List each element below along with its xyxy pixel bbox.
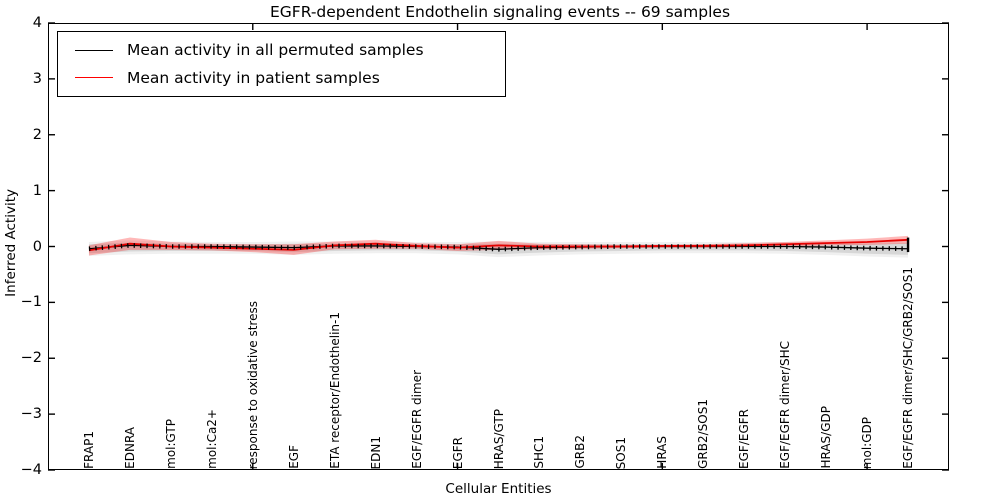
x-category-label: response to oxidative stress: [245, 300, 260, 469]
x-category-label: EGF/EGFR dimer: [409, 370, 424, 469]
x-category-label: EDN1: [368, 435, 383, 469]
x-category-label: EGF/EGFR: [737, 409, 752, 469]
x-category-label: EGF/EGFR dimer/SHC/GRB2/SOS1: [901, 267, 916, 469]
x-category-label: EGFR: [450, 436, 465, 469]
y-tick-label: −4: [20, 462, 42, 478]
patient-mean-line: [88, 238, 909, 252]
legend-item-patient: Mean activity in patient samples: [58, 69, 505, 87]
x-category-label: SOS1: [614, 436, 629, 469]
x-category-label: EDNRA: [122, 427, 137, 469]
x-category-label: mol:GTP: [163, 419, 178, 469]
legend-box: Mean activity in all permuted samples Me…: [57, 31, 506, 97]
y-tick-label: −1: [20, 294, 42, 311]
y-tick-label: 4: [32, 15, 42, 31]
x-category-label: SHC1: [532, 436, 547, 469]
y-tick-label: 1: [32, 182, 42, 199]
legend-item-permuted: Mean activity in all permuted samples: [58, 41, 505, 59]
x-category-label: FRAP1: [81, 431, 96, 469]
y-tick-label: −2: [20, 350, 42, 367]
x-category-label: EGF/EGFR dimer/SHC: [778, 341, 793, 469]
x-category-label: EGF: [286, 445, 301, 469]
legend-label: Mean activity in patient samples: [127, 68, 380, 87]
x-axis-label: Cellular Entities: [445, 481, 552, 497]
x-category-label: mol:Ca2+: [204, 409, 219, 469]
y-tick-label: 0: [32, 238, 42, 255]
x-category-label: GRB2/SOS1: [696, 399, 711, 469]
y-tick-label: −3: [20, 406, 42, 423]
x-category-label: ETA receptor/Endothelin-1: [327, 312, 342, 469]
y-tick-label: 3: [32, 70, 42, 87]
x-category-label: GRB2: [573, 435, 588, 469]
chart-title: EGFR-dependent Endothelin signaling even…: [269, 3, 731, 21]
plot-area: [48, 22, 949, 471]
permuted-errorbar-dashes: [88, 243, 909, 252]
x-category-label: mol:GDP: [860, 416, 875, 469]
x-category-label: HRAS/GTP: [491, 408, 506, 469]
legend-label: Mean activity in all permuted samples: [127, 41, 424, 60]
permuted-line-swatch: [75, 49, 113, 51]
x-category-label: HRAS: [655, 436, 670, 469]
y-tick-label: 2: [32, 126, 42, 143]
patient-line-swatch: [75, 77, 113, 79]
x-category-label: HRAS/GDP: [819, 406, 834, 469]
